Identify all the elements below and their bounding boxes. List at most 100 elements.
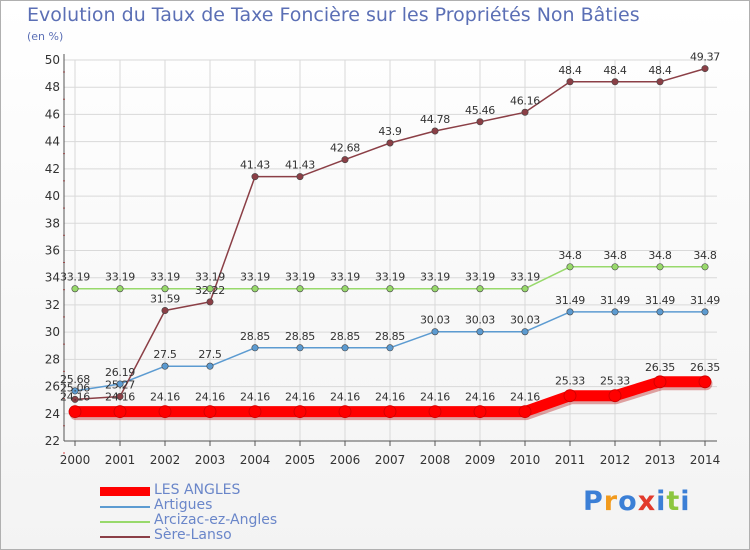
data-label-s-re-lanso: 31.59 [150,293,180,306]
data-label-s-re-lanso: 41.43 [285,159,315,172]
data-label-arcizac-ez-angles: 33.19 [150,271,180,284]
y-tick-label: 48 [45,80,60,94]
logo-letter: i [656,486,667,517]
legend-swatch-sere-lanso [100,536,150,538]
data-point-les-angles [473,405,487,419]
data-label-arcizac-ez-angles: 33.19 [465,271,495,284]
data-point-arcizac-ez-angles [161,285,169,293]
data-point-artigues [71,387,79,395]
y-tick-label: 46 [45,107,60,121]
data-point-s-re-lanso [71,395,79,403]
data-label-les-angles: 26.35 [645,361,675,374]
data-point-s-re-lanso [341,156,349,164]
data-label-artigues: 28.85 [330,330,360,343]
data-label-les-angles: 24.16 [285,391,315,404]
data-label-les-angles: 24.16 [240,391,270,404]
data-point-arcizac-ez-angles [341,285,349,293]
x-tick-label: 2008 [420,453,451,467]
data-point-s-re-lanso [476,118,484,126]
data-point-les-angles [608,389,622,403]
data-label-artigues: 31.49 [600,294,630,307]
data-point-les-angles [563,389,577,403]
data-label-arcizac-ez-angles: 33.19 [60,271,90,284]
data-labels: 24.16 24.16 24.16 24.16 24.16 24.16 24.16 24.16… [60,51,721,404]
x-tick-label: 2002 [150,453,181,467]
data-label-les-angles: 24.16 [150,391,180,404]
data-label-les-angles: 26.35 [690,361,720,374]
data-point-les-angles [383,405,397,419]
data-label-les-angles: 24.16 [420,391,450,404]
data-label-s-re-lanso: 32.22 [195,284,225,297]
data-point-arcizac-ez-angles [251,285,259,293]
logo-letter: i [680,486,691,517]
data-point-s-re-lanso [161,307,169,315]
data-point-les-angles [293,405,307,419]
data-point-s-re-lanso [656,78,664,86]
y-tick-label: 30 [45,325,60,339]
data-label-les-angles: 24.16 [510,391,540,404]
legend-label-les-angles: LES ANGLES [154,482,241,498]
y-tick-label: 34 [45,271,60,285]
x-tick-label: 2013 [645,453,676,467]
data-label-arcizac-ez-angles: 34.8 [558,249,582,262]
y-tick-label: 26 [45,380,60,394]
data-point-artigues [341,344,349,352]
data-label-artigues: 30.03 [510,314,540,327]
data-label-les-angles: 24.16 [330,391,360,404]
x-tick-label: 2009 [465,453,496,467]
data-label-arcizac-ez-angles: 33.19 [240,271,270,284]
axes: 22 24 26 28 30 32 34 36 38 40 42 44 46 48 50 2000 2001 20… [45,53,721,467]
data-point-artigues [656,308,664,316]
data-point-arcizac-ez-angles [566,263,574,271]
y-tick-label: 40 [45,189,60,203]
unit-label: (en %) [27,30,64,43]
data-label-les-angles: 24.16 [375,391,405,404]
data-point-arcizac-ez-angles [656,263,664,271]
data-point-s-re-lanso [611,78,619,86]
data-point-artigues [251,344,259,352]
data-label-les-angles: 24.16 [60,391,90,404]
data-point-artigues [116,380,124,388]
data-point-s-re-lanso [566,78,574,86]
data-label-arcizac-ez-angles: 33.19 [330,271,360,284]
logo-letter: x [637,486,657,517]
x-tick-label: 2005 [285,453,316,467]
data-label-artigues: 26.19 [105,366,135,379]
proxiti-logo: Proxiti [583,486,691,517]
data-point-artigues [386,344,394,352]
data-label-artigues: 27.5 [198,348,222,361]
data-point-s-re-lanso [521,108,529,116]
data-label-arcizac-ez-angles: 34.8 [648,249,672,262]
x-tick-label: 2006 [330,453,361,467]
data-point-artigues [476,328,484,336]
data-label-artigues: 28.85 [285,330,315,343]
x-tick-label: 2010 [510,453,541,467]
data-label-s-re-lanso: 49.37 [690,51,720,64]
x-tick-label: 2007 [375,453,406,467]
data-label-les-angles: 24.16 [105,391,135,404]
data-label-arcizac-ez-angles: 33.19 [375,271,405,284]
x-tick-label: 2004 [240,453,271,467]
series-layer [68,65,713,421]
data-label-arcizac-ez-angles: 33.19 [285,271,315,284]
data-point-arcizac-ez-angles [521,285,529,293]
data-point-s-re-lanso [431,127,439,135]
data-label-s-re-lanso: 42.68 [330,142,360,155]
data-label-artigues: 30.03 [420,314,450,327]
data-point-arcizac-ez-angles [431,285,439,293]
data-label-artigues: 31.49 [555,294,585,307]
data-label-artigues: 28.85 [240,330,270,343]
data-label-artigues: 30.03 [465,314,495,327]
data-label-arcizac-ez-angles: 34.8 [603,249,627,262]
data-label-arcizac-ez-angles: 34.8 [693,249,717,262]
logo-letter: t [666,486,681,517]
data-point-arcizac-ez-angles [71,285,79,293]
data-point-s-re-lanso [701,65,709,73]
data-point-les-angles [698,375,712,389]
y-tick-label: 32 [45,298,60,312]
data-label-s-re-lanso: 45.46 [465,104,495,117]
data-label-arcizac-ez-angles: 33.19 [420,271,450,284]
y-tick-label: 36 [45,244,60,258]
data-point-arcizac-ez-angles [611,263,619,271]
